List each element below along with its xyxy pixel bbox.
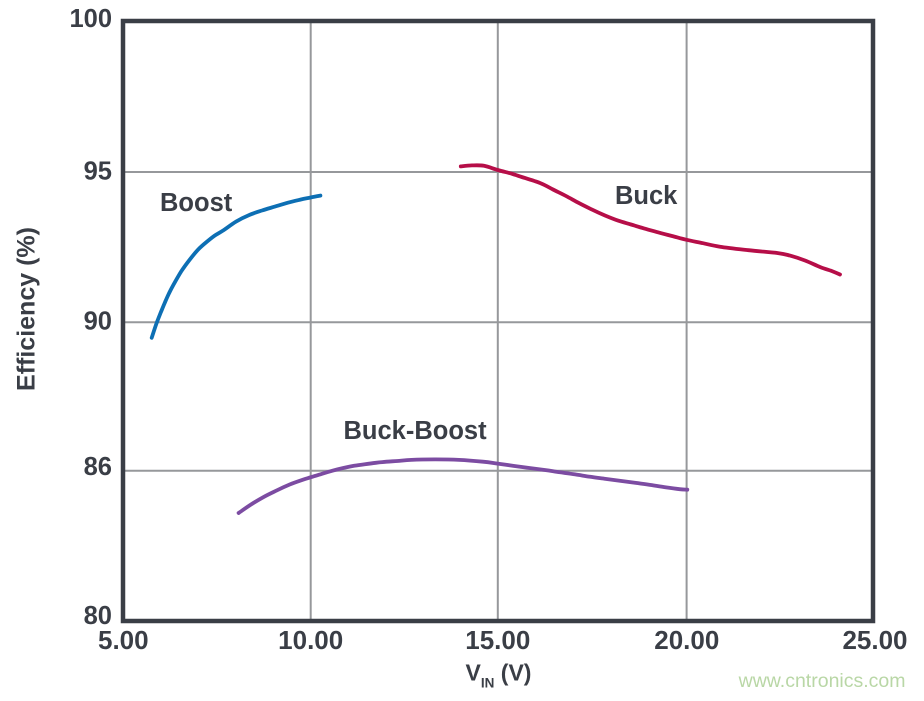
- svg-text:100: 100: [69, 5, 112, 33]
- svg-text:Boost: Boost: [160, 189, 233, 217]
- svg-text:95: 95: [84, 158, 112, 186]
- svg-text:15.00: 15.00: [465, 625, 530, 655]
- svg-text:Buck-Boost: Buck-Boost: [344, 417, 488, 445]
- svg-text:Buck: Buck: [615, 182, 678, 210]
- svg-text:90: 90: [84, 308, 112, 336]
- svg-text:20.00: 20.00: [654, 625, 719, 655]
- svg-text:VIN (V): VIN (V): [466, 660, 532, 691]
- svg-text:80: 80: [84, 602, 112, 630]
- svg-text:www.cntronics.com: www.cntronics.com: [738, 670, 906, 692]
- svg-text:10.00: 10.00: [278, 625, 343, 655]
- svg-text:25.00: 25.00: [842, 625, 907, 655]
- svg-text:Efficiency (%): Efficiency (%): [13, 227, 41, 391]
- svg-text:86: 86: [84, 453, 112, 481]
- svg-text:5.00: 5.00: [98, 625, 149, 655]
